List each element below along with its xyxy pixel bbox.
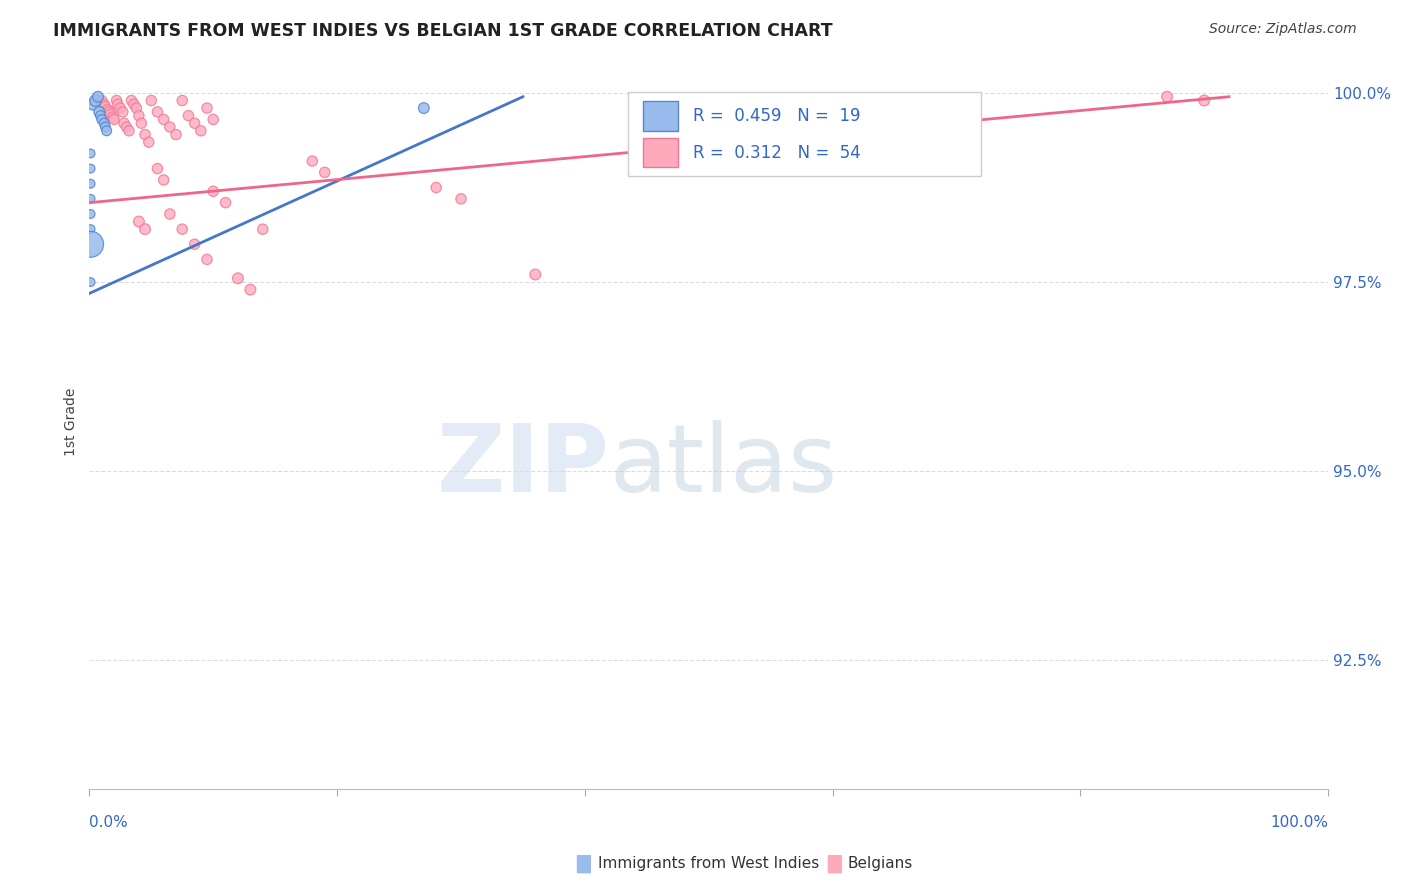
Point [100,107,122,121]
Point [107,97,129,112]
Text: ZIP: ZIP [437,420,610,512]
Text: R =  0.459   N =  19: R = 0.459 N = 19 [693,107,860,125]
Point [524,268,547,282]
Point [134,128,156,142]
Point [195,101,218,115]
Point [101,110,124,124]
Point [226,271,249,285]
Point [159,120,181,134]
Point [152,173,174,187]
Point [172,222,194,236]
Text: Immigrants from West Indies: Immigrants from West Indies [598,856,818,871]
Point [146,161,169,176]
Point [202,112,225,127]
Text: █: █ [827,855,841,872]
Point [172,94,194,108]
Point [79,177,101,191]
Point [110,101,132,115]
Point [190,124,212,138]
Point [93,97,115,112]
Text: Source: ZipAtlas.com: Source: ZipAtlas.com [1209,22,1357,37]
Point [122,97,145,112]
Bar [643,138,678,168]
Point [89,104,111,119]
Point [82,97,104,112]
Point [112,116,135,130]
Point [412,101,434,115]
Y-axis label: 1st Grade: 1st Grade [65,388,79,456]
Point [87,89,110,103]
Point [152,112,174,127]
Point [252,222,274,236]
Text: █: █ [576,855,591,872]
Point [97,103,120,117]
Point [425,180,447,194]
Text: R =  0.312   N =  54: R = 0.312 N = 54 [693,144,860,161]
Point [138,135,160,149]
Point [183,116,205,130]
Point [1156,89,1178,103]
Point [79,146,101,161]
Point [134,222,156,236]
Point [159,207,181,221]
Point [128,214,150,228]
Point [120,94,142,108]
Bar [628,92,981,177]
Point [214,195,236,210]
Point [94,99,117,113]
Point [239,283,262,297]
Point [195,252,218,267]
Point [90,112,112,127]
Point [125,101,148,115]
Point [93,116,115,130]
Point [115,120,138,134]
Text: IMMIGRANTS FROM WEST INDIES VS BELGIAN 1ST GRADE CORRELATION CHART: IMMIGRANTS FROM WEST INDIES VS BELGIAN 1… [53,22,832,40]
Point [165,128,187,142]
Point [177,109,200,123]
Point [79,222,101,236]
Point [79,192,101,206]
Point [146,104,169,119]
Bar [643,102,678,131]
Point [98,104,121,119]
Point [79,207,101,221]
Point [314,165,336,179]
Point [79,161,101,176]
Point [183,237,205,252]
Point [131,116,153,130]
Point [111,104,134,119]
Point [141,94,163,108]
Point [821,146,844,161]
Point [103,112,125,127]
Point [105,94,128,108]
Point [128,109,150,123]
Point [89,109,111,123]
Text: atlas: atlas [610,420,838,512]
Text: 100.0%: 100.0% [1270,814,1329,830]
Point [846,94,869,108]
Point [118,124,141,138]
Point [84,94,107,108]
Point [96,124,118,138]
Point [202,184,225,198]
Text: 0.0%: 0.0% [90,814,128,830]
Point [79,237,101,252]
Point [450,192,472,206]
Point [301,154,323,169]
Point [79,275,101,289]
Point [1194,94,1216,108]
Point [90,94,112,108]
Text: Belgians: Belgians [848,856,912,871]
Point [94,120,117,134]
